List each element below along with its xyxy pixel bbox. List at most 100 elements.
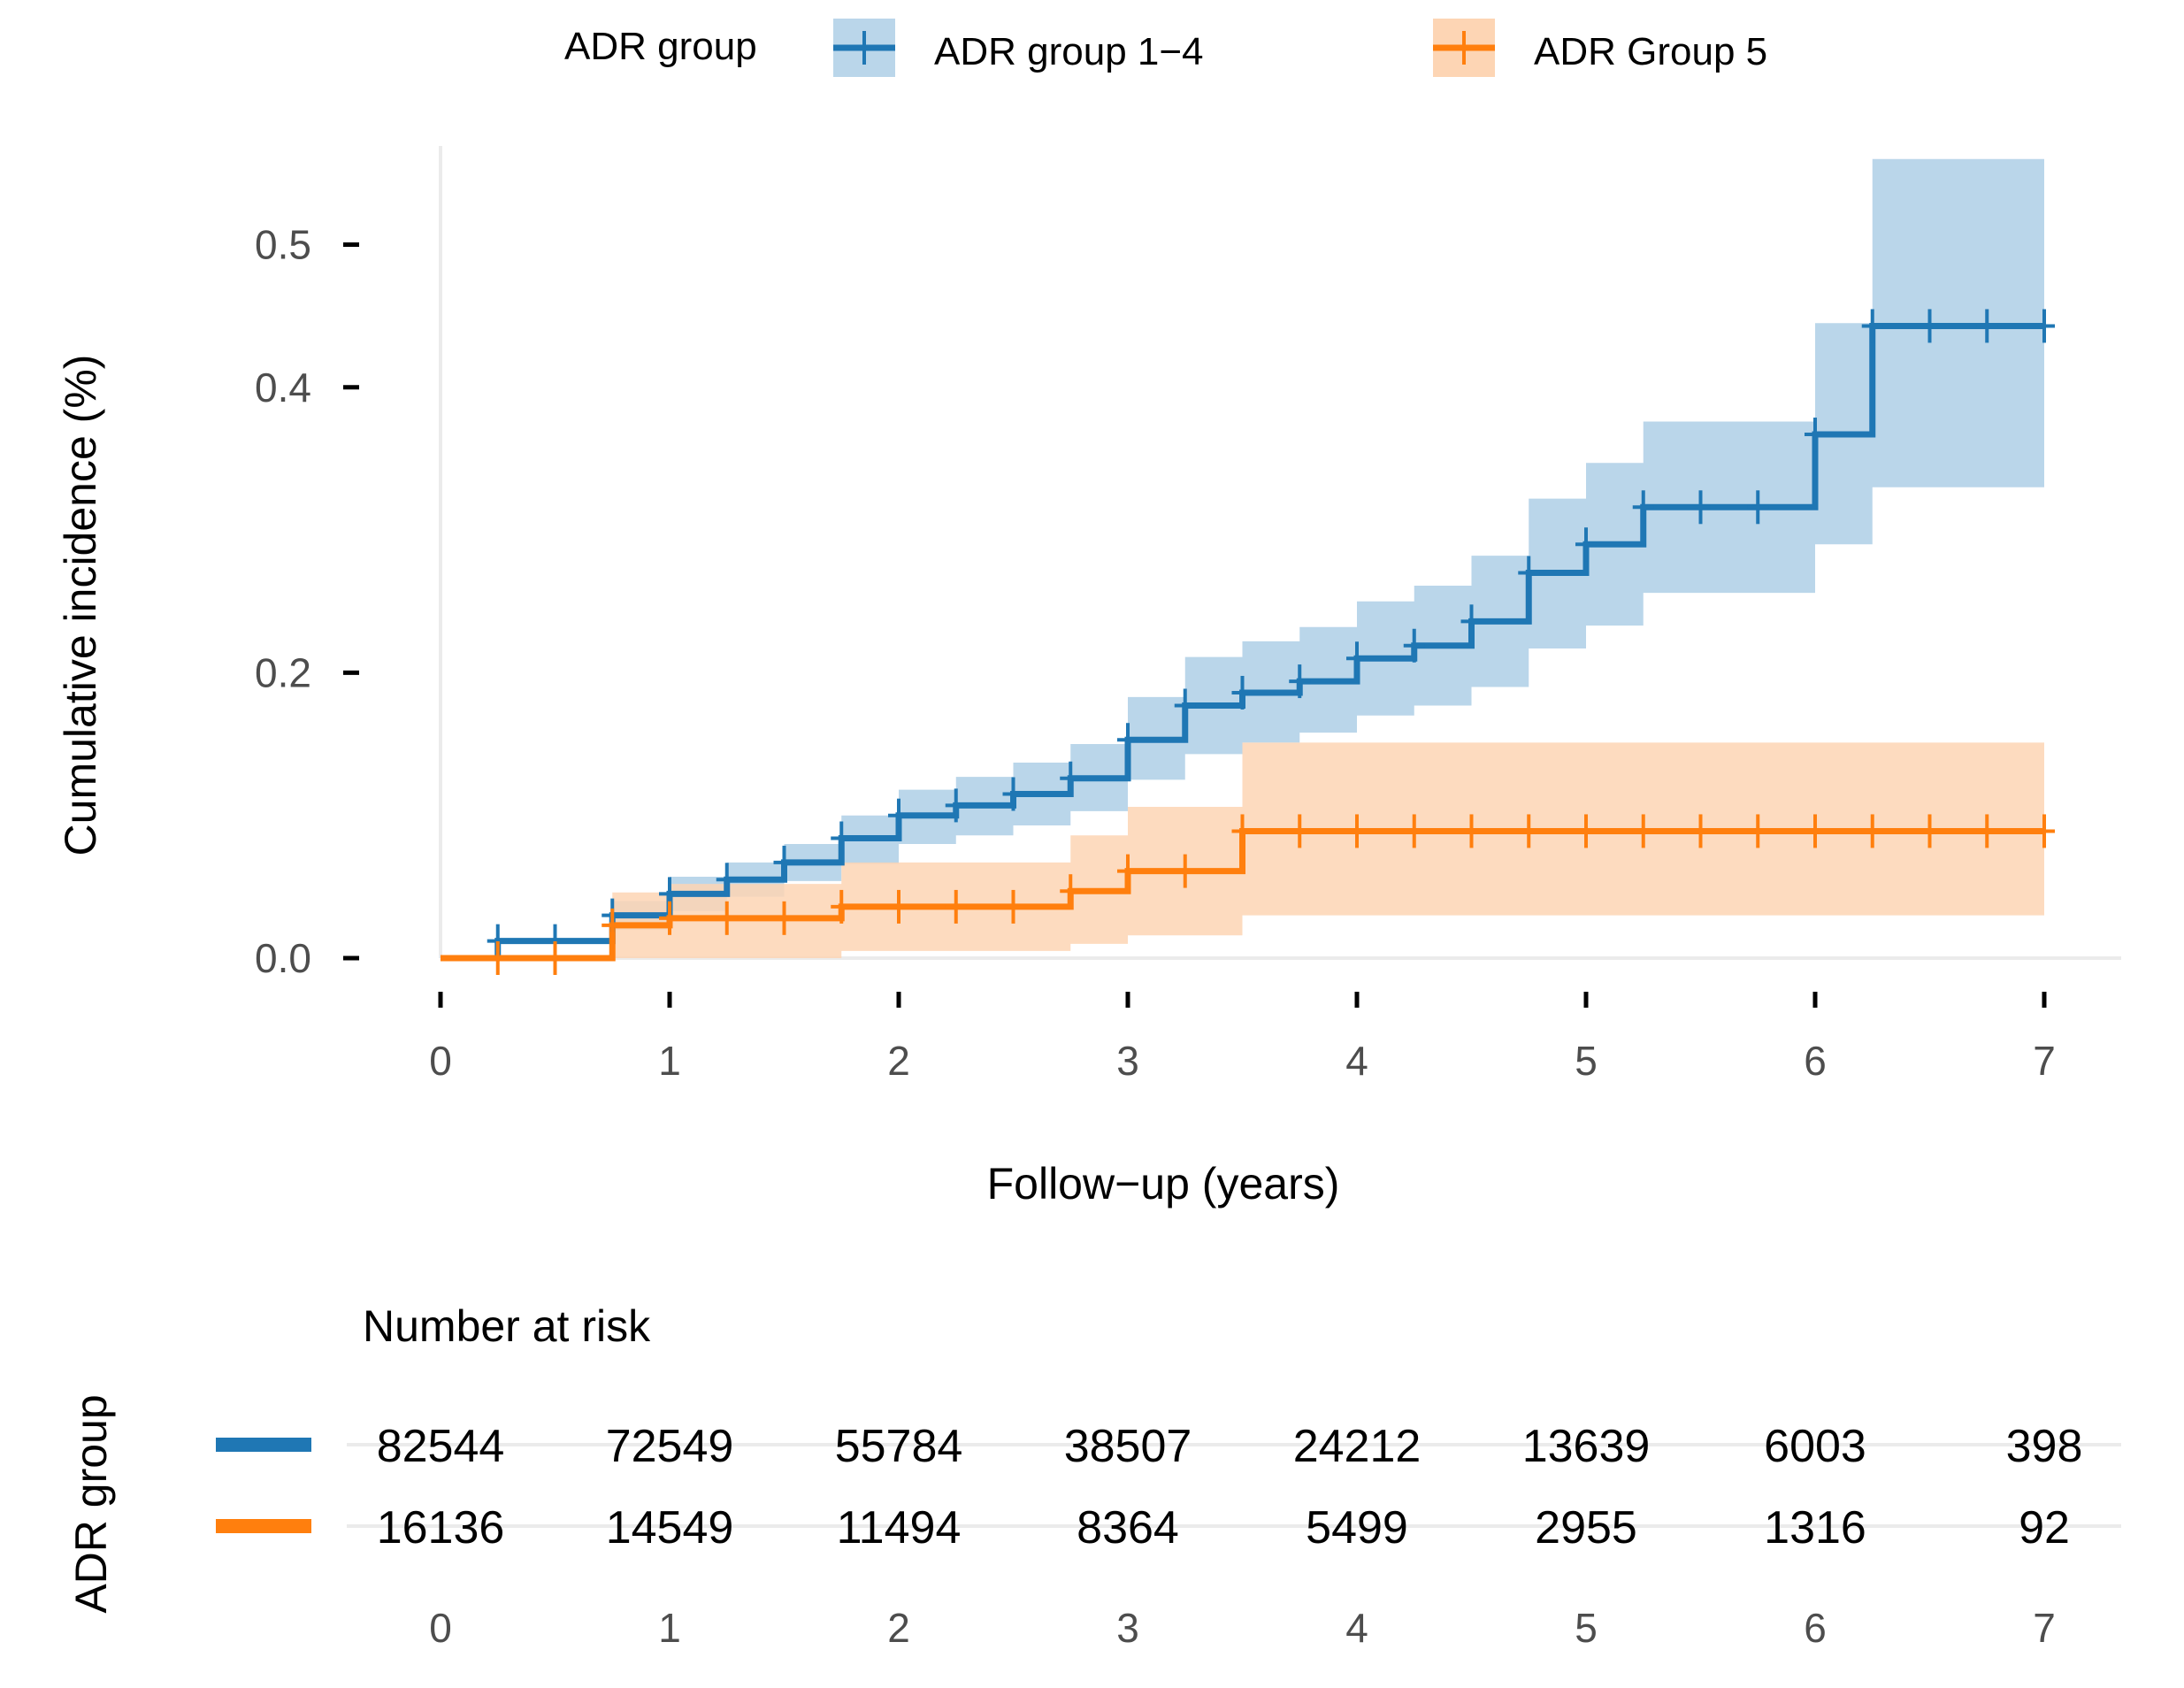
x-tick-label: 1	[658, 1038, 681, 1084]
risk-time-label: 3	[1116, 1605, 1139, 1651]
risk-count: 398	[2006, 1421, 2083, 1472]
censor-mark	[1805, 814, 1826, 848]
x-tick-label: 4	[1345, 1038, 1368, 1084]
risk-count: 72549	[606, 1421, 734, 1472]
x-axis: 0 1 2 3 4 5 6 7	[429, 992, 2056, 1084]
censor-mark	[1575, 527, 1597, 562]
censor-mark	[659, 901, 680, 935]
x-tick-label: 5	[1575, 1038, 1598, 1084]
censor-mark	[1403, 628, 1425, 663]
risk-time-label: 1	[658, 1605, 681, 1651]
legend-key-group-1-4	[833, 19, 895, 77]
risk-time-label: 5	[1575, 1605, 1598, 1651]
x-tick-label: 2	[887, 1038, 910, 1084]
risk-count: 14549	[606, 1502, 734, 1554]
legend: ADR group ADR group 1−4 ADR Group 5	[564, 19, 1767, 77]
risk-count: 24212	[1293, 1421, 1422, 1472]
censor-mark	[1518, 814, 1540, 848]
censor-marks	[487, 309, 2055, 975]
censor-mark	[831, 821, 853, 856]
legend-title: ADR group	[564, 25, 757, 68]
censor-mark	[716, 901, 738, 935]
y-tick-label: 0.2	[255, 649, 311, 695]
x-tick-label: 0	[429, 1038, 452, 1084]
censor-mark	[773, 845, 795, 879]
censor-mark	[1919, 814, 1941, 848]
censor-mark	[544, 941, 566, 975]
censor-mark	[831, 889, 853, 924]
risk-count: 92	[2019, 1502, 2070, 1554]
x-tick-label: 6	[1804, 1038, 1827, 1084]
censor-mark	[1747, 490, 1769, 525]
censor-mark	[2034, 309, 2055, 343]
censor-mark	[1174, 688, 1196, 723]
censor-mark	[487, 941, 509, 975]
censor-mark	[1690, 490, 1712, 525]
legend-label-group-5: ADR Group 5	[1534, 30, 1767, 73]
censor-mark	[1403, 814, 1425, 848]
censor-mark	[1575, 814, 1597, 848]
y-tick-label: 0.0	[255, 935, 311, 981]
censor-mark	[1919, 309, 1941, 343]
censor-mark	[888, 889, 909, 924]
censor-mark	[2034, 814, 2055, 848]
risk-time-label: 0	[429, 1605, 452, 1651]
y-axis: 0.0 0.2 0.4 0.5	[255, 222, 359, 981]
risk-count: 16136	[377, 1502, 505, 1554]
censor-mark	[1060, 761, 1082, 795]
risk-count: 2955	[1535, 1502, 1637, 1554]
censor-mark	[1805, 418, 1826, 452]
censor-mark	[773, 901, 795, 935]
y-tick-label: 0.5	[255, 222, 311, 268]
ci-band-series-1	[441, 158, 2044, 959]
censor-mark	[1117, 723, 1138, 757]
censor-mark	[1346, 814, 1368, 848]
censor-mark	[1861, 309, 1883, 343]
risk-count: 13639	[1522, 1421, 1651, 1472]
risk-table-ylabel: ADR group	[66, 1394, 116, 1613]
censor-mark	[1460, 604, 1483, 639]
risk-count: 6003	[1764, 1421, 1866, 1472]
censor-mark	[1976, 309, 1998, 343]
censor-mark	[1231, 814, 1253, 848]
censor-mark	[888, 798, 909, 832]
x-tick-label: 3	[1116, 1038, 1139, 1084]
censor-mark	[1060, 874, 1082, 909]
censor-mark	[1174, 854, 1196, 888]
censor-mark	[1460, 814, 1483, 848]
censor-mark	[1632, 814, 1654, 848]
risk-time-label: 6	[1804, 1605, 1827, 1651]
risk-table-title: Number at risk	[363, 1301, 651, 1351]
censor-mark	[1747, 814, 1769, 848]
risk-time-label: 7	[2033, 1605, 2056, 1651]
censor-mark	[602, 908, 624, 942]
legend-key-group-5	[1433, 19, 1495, 77]
x-tick-label: 7	[2033, 1038, 2056, 1084]
risk-table: Number at risk ADR group 82544 72549 55784…	[66, 1301, 2121, 1651]
censor-mark	[716, 863, 738, 897]
risk-count: 55784	[835, 1421, 963, 1472]
y-axis-title: Cumulative incidence (%)	[56, 355, 105, 856]
risk-count: 82544	[377, 1421, 505, 1472]
risk-count: 11494	[837, 1502, 962, 1554]
risk-time-label: 4	[1345, 1605, 1368, 1651]
censor-mark	[1002, 889, 1024, 924]
legend-label-group-1-4: ADR group 1−4	[934, 30, 1204, 73]
censor-mark	[1231, 675, 1253, 710]
censor-mark	[1861, 814, 1883, 848]
censor-mark	[945, 788, 967, 823]
risk-count: 1316	[1764, 1502, 1866, 1554]
censor-mark	[1632, 490, 1654, 525]
risk-count: 38507	[1064, 1421, 1192, 1472]
censor-mark	[1518, 556, 1540, 590]
censor-mark	[1346, 641, 1368, 676]
plot-panel	[439, 146, 2121, 975]
censor-mark	[1289, 814, 1311, 848]
censor-mark	[1002, 777, 1024, 811]
censor-mark	[1976, 814, 1998, 848]
risk-time-label: 2	[887, 1605, 910, 1651]
censor-mark	[1690, 814, 1712, 848]
risk-count: 5499	[1306, 1502, 1408, 1554]
risk-count: 8364	[1077, 1502, 1179, 1554]
